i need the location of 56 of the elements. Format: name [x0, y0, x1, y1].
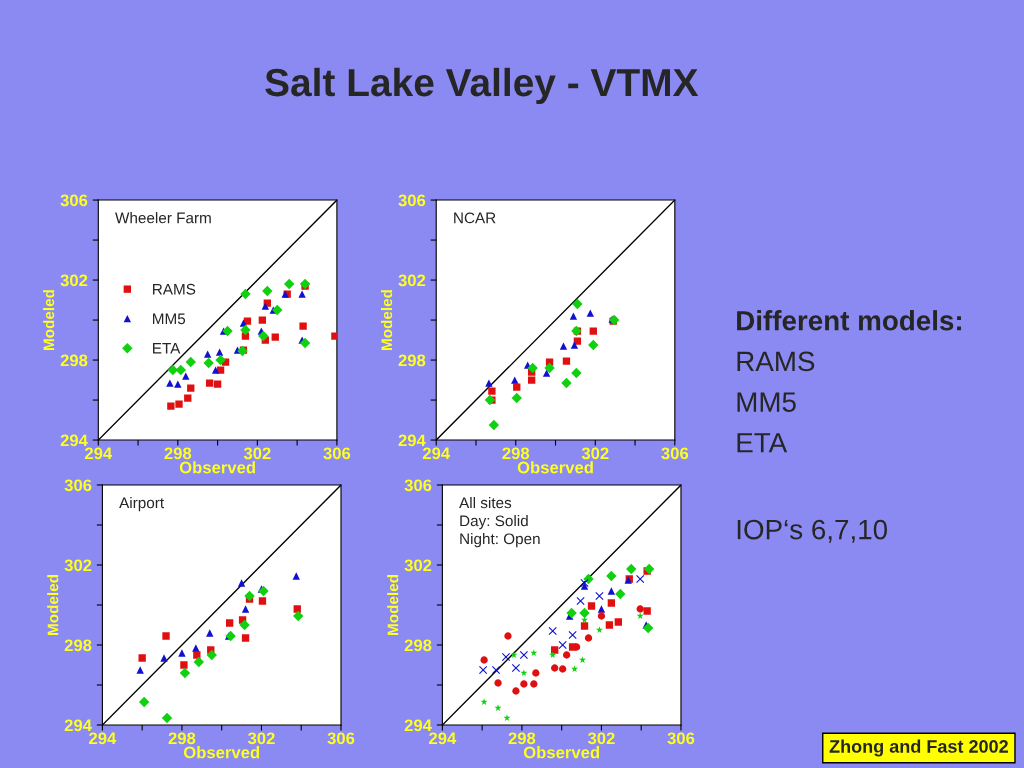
- y-tick-label: 298: [60, 354, 88, 367]
- annotation: Day: Solid: [460, 514, 528, 530]
- x-tick-label: 298: [164, 447, 192, 460]
- text: Zhong and Fast 2002: [829, 739, 1008, 757]
- y-tick-label: 294: [398, 434, 426, 447]
- text: RAMS: [737, 351, 815, 372]
- y-tick-label: 294: [64, 719, 92, 732]
- x-tick-label: 306: [323, 447, 351, 460]
- x-tick-label: 302: [243, 447, 271, 460]
- x-tick-label: 294: [89, 732, 117, 745]
- x-tick-label: 294: [422, 447, 451, 460]
- y-tick-label: 306: [398, 194, 426, 207]
- y-tick-label: 302: [398, 274, 426, 287]
- y-tick-label: 302: [404, 559, 432, 572]
- text: IOP‘s 6,7,10: [737, 519, 887, 543]
- x-axis-title: Observed: [183, 746, 260, 759]
- y-axis-title: Modeled: [387, 575, 399, 635]
- annotation: NCAR: [454, 212, 496, 224]
- y-tick-label: 294: [60, 434, 88, 447]
- x-tick-label: 306: [661, 447, 689, 460]
- legend-label: ETA: [153, 343, 181, 354]
- annotation: All sites: [459, 496, 512, 509]
- y-tick-label: 298: [64, 639, 92, 652]
- text: MM5: [737, 392, 796, 412]
- x-tick-label: 298: [502, 447, 530, 460]
- x-tick-label: 302: [581, 447, 609, 460]
- annotation: Wheeler Farm: [115, 212, 211, 224]
- x-axis-title: Observed: [517, 461, 593, 474]
- text: Different models:: [737, 310, 961, 331]
- y-tick-label: 306: [60, 194, 88, 207]
- annotation: Night: Open: [460, 532, 540, 548]
- y-tick-label: 302: [64, 559, 92, 572]
- y-tick-label: 298: [404, 639, 432, 652]
- x-tick-label: 302: [247, 732, 275, 745]
- y-tick-label: 306: [404, 479, 432, 492]
- y-tick-label: 302: [60, 274, 88, 287]
- y-axis-title: Modeled: [47, 575, 59, 635]
- x-axis-title: Observed: [523, 746, 600, 759]
- legend-label: MM5: [153, 313, 186, 325]
- x-tick-label: 302: [587, 732, 615, 745]
- x-tick-label: 294: [84, 447, 113, 460]
- y-tick-label: 298: [398, 354, 426, 367]
- x-tick-label: 298: [168, 732, 196, 745]
- y-axis-title: Modeled: [380, 290, 393, 351]
- y-tick-label: 306: [64, 479, 92, 492]
- y-axis-title: Modeled: [43, 290, 55, 351]
- x-tick-label: 298: [508, 732, 536, 745]
- legend-label: RAMS: [153, 283, 196, 295]
- text: Salt Lake Valley - VTMX: [265, 67, 699, 105]
- x-axis-title: Observed: [179, 461, 255, 474]
- x-tick-label: 294: [429, 732, 457, 745]
- annotation: Airport: [119, 496, 164, 512]
- text: ETA: [737, 433, 788, 453]
- y-tick-label: 294: [404, 719, 432, 732]
- x-tick-label: 306: [327, 732, 355, 745]
- x-tick-label: 306: [667, 732, 695, 745]
